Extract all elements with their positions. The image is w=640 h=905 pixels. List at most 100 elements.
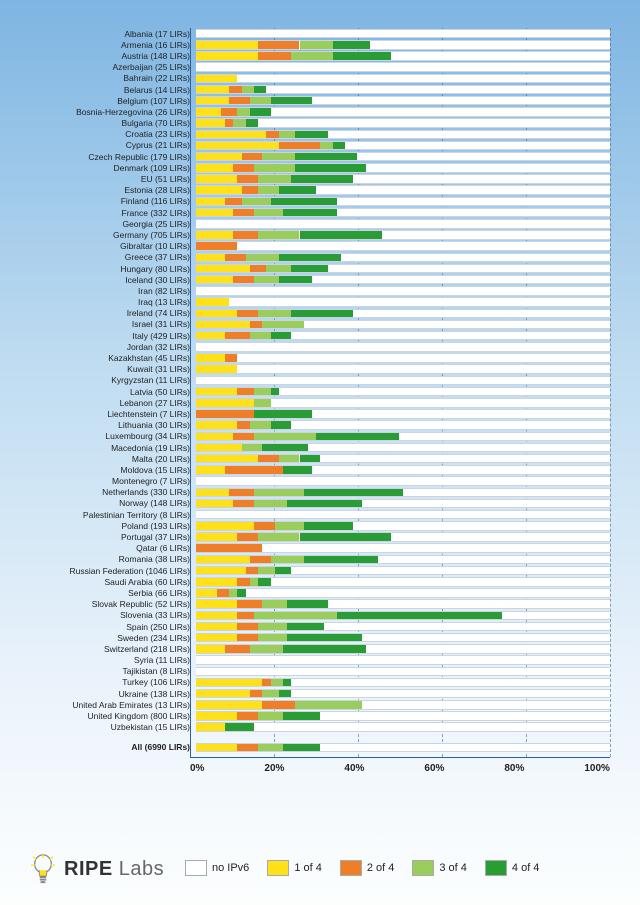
bar-track — [196, 331, 610, 341]
bar-segment — [229, 97, 250, 105]
country-row: Spain (250 LIRs) — [30, 621, 610, 632]
bar-segment — [229, 589, 237, 597]
bar-segment — [196, 298, 229, 306]
country-row: Uzbekistan (15 LIRs) — [30, 722, 610, 733]
bar-track — [196, 219, 610, 229]
bar-track — [196, 342, 610, 352]
country-row: Kuwait (31 LIRs) — [30, 364, 610, 375]
bar-track — [196, 409, 610, 419]
row-label: Slovak Republic (52 LIRs) — [30, 599, 196, 609]
row-label: Malta (20 LIRs) — [30, 454, 196, 464]
country-row: Lebanon (27 LIRs) — [30, 397, 610, 408]
country-row: Azerbaijan (25 LIRs) — [30, 62, 610, 73]
bar-segment — [196, 131, 266, 139]
bar-segment — [254, 612, 337, 620]
bar-track — [196, 320, 610, 330]
bar-segment — [233, 500, 254, 508]
bar-track — [196, 398, 610, 408]
row-label: Ukraine (138 LIRs) — [30, 689, 196, 699]
bar-segment — [250, 556, 271, 564]
x-tick-label: 100% — [584, 763, 610, 774]
country-row: Israel (31 LIRs) — [30, 319, 610, 330]
row-label: France (332 LIRs) — [30, 208, 196, 218]
country-row: Iraq (13 LIRs) — [30, 297, 610, 308]
bar-segment — [233, 231, 258, 239]
bar-segment — [246, 567, 258, 575]
bar-track — [196, 555, 610, 565]
row-label: EU (51 LIRs) — [30, 174, 196, 184]
bar-segment — [225, 198, 242, 206]
country-row: Albania (17 LIRs) — [30, 28, 610, 39]
bar-track — [196, 465, 610, 475]
bar-segment — [291, 175, 353, 183]
bar-segment — [279, 131, 296, 139]
bar-segment — [250, 645, 283, 653]
x-tick-label: 60% — [424, 763, 444, 774]
bar-track — [196, 174, 610, 184]
legend-item: no IPv6 — [185, 860, 249, 876]
bar-track — [196, 432, 610, 442]
country-row: Slovak Republic (52 LIRs) — [30, 599, 610, 610]
country-row: Greece (37 LIRs) — [30, 252, 610, 263]
legend-label: 3 of 4 — [439, 862, 467, 874]
country-row: United Arab Emirates (13 LIRs) — [30, 699, 610, 710]
bar-track — [196, 499, 610, 509]
bar-segment — [237, 578, 249, 586]
legend-swatch — [412, 860, 434, 876]
bar-segment — [233, 164, 254, 172]
bar-segment — [237, 600, 262, 608]
bar-segment — [283, 645, 366, 653]
bar-segment — [287, 600, 328, 608]
bar-track — [196, 353, 610, 363]
bar-segment — [300, 455, 321, 463]
bar-rows: Albania (17 LIRs)Armenia (16 LIRs)Austri… — [30, 28, 610, 753]
bar-segment — [271, 332, 292, 340]
row-label: Iraq (13 LIRs) — [30, 297, 196, 307]
bar-segment — [196, 86, 229, 94]
row-label: Jordan (32 LIRs) — [30, 342, 196, 352]
bar-segment — [258, 231, 299, 239]
bar-segment — [250, 421, 271, 429]
bar-segment — [196, 52, 258, 60]
row-label: Moldova (15 LIRs) — [30, 465, 196, 475]
bar-segment — [196, 567, 246, 575]
bar-track — [196, 208, 610, 218]
country-row: Gibraltar (10 LIRs) — [30, 241, 610, 252]
bar-segment — [196, 242, 237, 250]
bar-segment — [333, 41, 370, 49]
bar-track — [196, 286, 610, 296]
row-label: Cyprus (21 LIRs) — [30, 140, 196, 150]
bar-segment — [258, 41, 299, 49]
country-row: Palestinian Territory (8 LIRs) — [30, 509, 610, 520]
row-label: Lebanon (27 LIRs) — [30, 398, 196, 408]
bar-segment — [196, 723, 225, 731]
row-label: Switzerland (218 LIRs) — [30, 644, 196, 654]
bar-track — [196, 230, 610, 240]
row-label: All (6990 LIRs) — [30, 742, 196, 752]
bar-track — [196, 543, 610, 553]
bar-segment — [196, 489, 229, 497]
bar-track — [196, 107, 610, 117]
bar-segment — [237, 175, 258, 183]
country-row: Switzerland (218 LIRs) — [30, 643, 610, 654]
row-label: Iceland (30 LIRs) — [30, 275, 196, 285]
country-row: Finland (116 LIRs) — [30, 196, 610, 207]
bar-segment — [300, 41, 333, 49]
bar-track — [196, 253, 610, 263]
row-label: Albania (17 LIRs) — [30, 29, 196, 39]
bar-segment — [333, 52, 391, 60]
bar-track — [196, 387, 610, 397]
bar-segment — [250, 690, 262, 698]
bar-track — [196, 599, 610, 609]
bar-segment — [196, 198, 225, 206]
bar-segment — [225, 119, 233, 127]
row-label: Kuwait (31 LIRs) — [30, 364, 196, 374]
bar-segment — [271, 556, 304, 564]
country-row: Netherlands (330 LIRs) — [30, 487, 610, 498]
bar-segment — [196, 186, 242, 194]
row-label: Israel (31 LIRs) — [30, 319, 196, 329]
bar-segment — [237, 421, 249, 429]
bar-track — [196, 309, 610, 319]
country-row: Syria (11 LIRs) — [30, 655, 610, 666]
row-label: Luxembourg (34 LIRs) — [30, 431, 196, 441]
